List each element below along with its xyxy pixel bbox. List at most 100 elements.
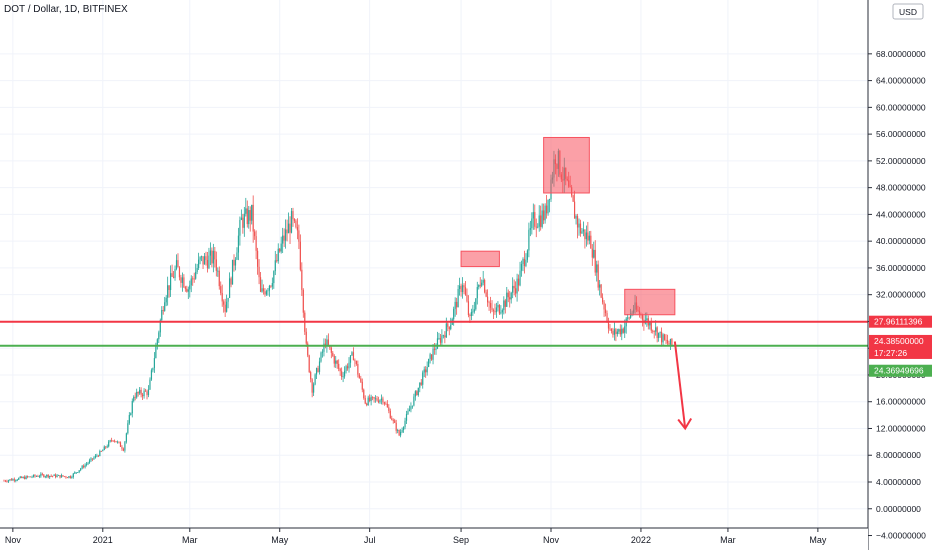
candle [307, 341, 309, 358]
candle [203, 252, 206, 265]
candle-body [333, 355, 335, 364]
candle [305, 328, 307, 347]
currency-badge[interactable]: USD [892, 3, 924, 20]
candle [26, 475, 29, 479]
candle-body [572, 195, 574, 202]
candle-body [320, 352, 322, 362]
candle [282, 227, 284, 254]
candle-body [516, 278, 518, 294]
candle-body [609, 328, 611, 330]
candle [258, 259, 260, 285]
candle [389, 408, 391, 419]
candle-body [394, 420, 396, 423]
candle [38, 474, 40, 479]
candle [380, 394, 383, 405]
candle-body [212, 250, 214, 264]
candle [109, 439, 111, 443]
candle-body [65, 476, 67, 478]
candle [663, 333, 666, 341]
candle [336, 359, 338, 369]
candle-body [404, 420, 406, 428]
candle-body [523, 258, 526, 266]
candle [402, 426, 405, 433]
resistance-zone[interactable] [624, 288, 676, 316]
candle [370, 394, 372, 406]
candle [482, 270, 484, 286]
candle-body [658, 332, 660, 339]
candle-body [18, 477, 20, 480]
candle [146, 389, 148, 400]
candle [90, 457, 92, 462]
candle-body [47, 474, 49, 478]
candle-body [198, 259, 200, 268]
candle [503, 296, 505, 315]
candle [255, 230, 257, 260]
last-price-label-box [869, 334, 932, 359]
resistance-zone[interactable] [543, 136, 590, 194]
candle-body [593, 249, 595, 258]
candle [582, 221, 585, 237]
candle [31, 475, 33, 479]
candle-body [13, 479, 15, 481]
candle [509, 291, 511, 308]
candle-body [463, 285, 465, 288]
candle-body [363, 389, 365, 399]
candle-body [665, 339, 667, 341]
candle [537, 223, 539, 229]
candle-body [628, 317, 630, 319]
candle [388, 404, 390, 414]
candle [24, 475, 26, 480]
candle-body [81, 465, 83, 469]
candle-body [233, 259, 235, 266]
candle [352, 347, 355, 361]
candle [239, 216, 241, 246]
candle-body [417, 387, 419, 396]
candle [228, 272, 231, 299]
candle-body [364, 398, 366, 404]
candle [476, 281, 478, 305]
candle [534, 204, 536, 230]
candle [585, 225, 587, 247]
candle [171, 264, 173, 277]
candle [594, 240, 596, 276]
candle-body [102, 450, 104, 452]
candle-body [264, 291, 266, 295]
candle-body [366, 403, 368, 406]
candle-body [517, 278, 520, 286]
candle-body [24, 477, 26, 480]
candle-body [149, 379, 151, 390]
candle-body [99, 451, 101, 457]
candle-body [307, 343, 309, 356]
candle [128, 412, 130, 425]
candle [167, 276, 169, 306]
candle-body [270, 285, 272, 287]
candle-body [467, 301, 470, 316]
candle [374, 395, 377, 403]
candle [538, 205, 540, 232]
candle-body [509, 297, 511, 300]
candle-body [259, 277, 262, 292]
candle-body [55, 474, 57, 478]
y-tick-label: 4.00000000 [876, 477, 921, 487]
candle-body [84, 464, 86, 468]
projection-arrow[interactable] [673, 341, 687, 429]
candle-body [578, 223, 580, 228]
candle [335, 356, 337, 368]
candle [121, 445, 123, 451]
candle-body [488, 302, 490, 304]
resistance-zone[interactable] [460, 250, 500, 268]
candle [320, 351, 322, 363]
y-tick-label: 52.00000000 [876, 156, 926, 166]
candle-body [7, 480, 10, 482]
candle [218, 266, 220, 290]
candle [251, 204, 253, 225]
candle-body [367, 397, 369, 406]
candle-body [168, 285, 170, 291]
candle-body [529, 228, 531, 230]
candle [206, 252, 209, 273]
candle-body [649, 322, 651, 326]
candle [245, 197, 247, 217]
